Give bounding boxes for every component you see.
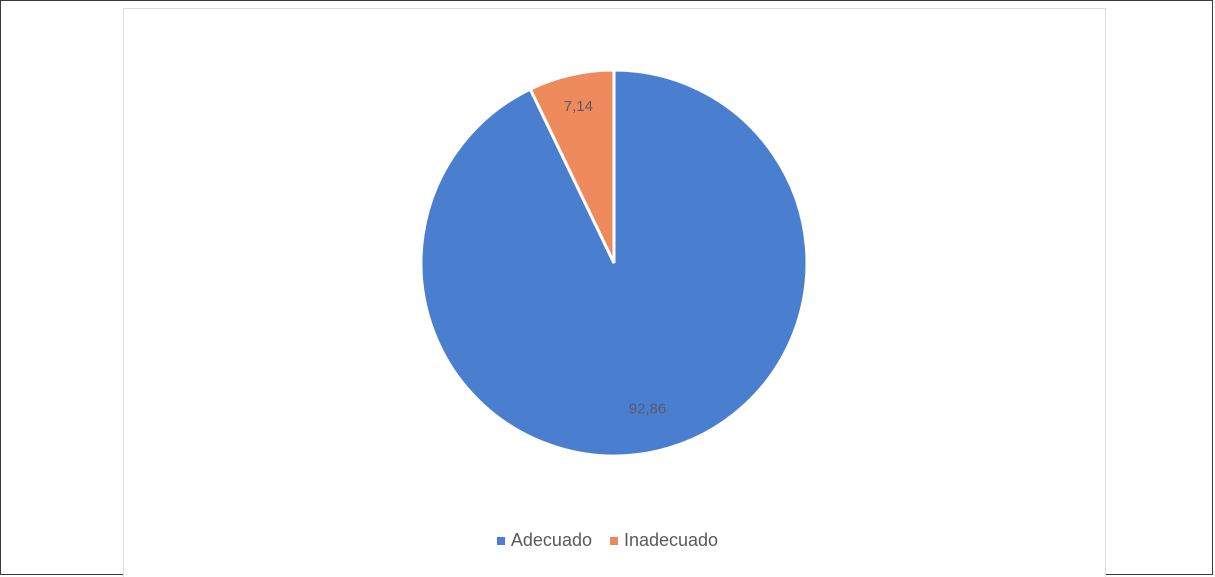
data-label-inadecuado: 7,14 bbox=[564, 98, 593, 115]
legend-label-inadecuado: Inadecuado bbox=[623, 530, 719, 550]
chart-legend: Adecuado Inadecuado bbox=[0, 530, 1215, 551]
legend-swatch-inadecuado bbox=[609, 536, 618, 545]
legend-swatch-adecuado bbox=[496, 536, 505, 545]
pie-slices bbox=[419, 68, 809, 458]
legend-item-adecuado: Adecuado bbox=[496, 530, 592, 551]
legend-label-adecuado: Adecuado bbox=[510, 530, 592, 550]
pie-slice-inadecuado bbox=[528, 68, 616, 264]
data-label-adecuado: 92,86 bbox=[629, 401, 667, 418]
legend-item-inadecuado: Inadecuado bbox=[609, 530, 719, 551]
pie-slice-labels: 92,86 7,14 bbox=[564, 98, 666, 418]
